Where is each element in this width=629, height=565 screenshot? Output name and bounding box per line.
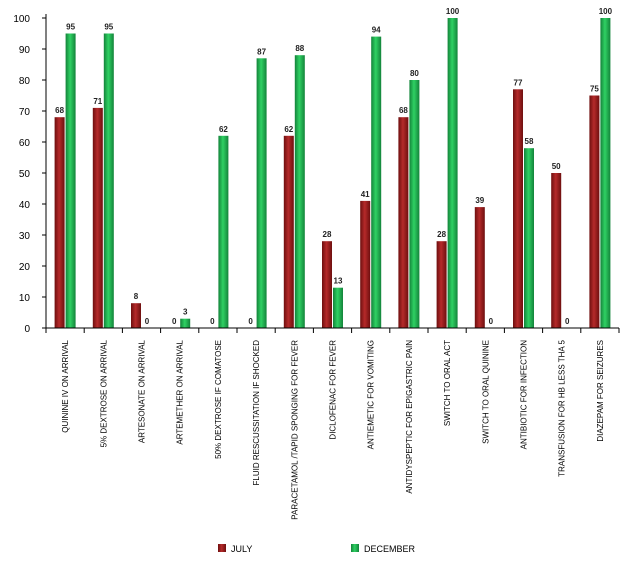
bar-july: [283, 135, 294, 328]
data-label-july: 8: [134, 292, 139, 301]
bar-july: [436, 241, 447, 328]
bar-july: [589, 95, 600, 328]
legend-label-december: DECEMBER: [364, 544, 416, 554]
category-label: QUININE IV ON ARRIVAL: [61, 339, 70, 432]
bar-july: [551, 173, 562, 328]
bar-july: [131, 303, 141, 328]
data-label-december: 0: [489, 317, 494, 326]
data-label-december: 0: [565, 317, 570, 326]
category-label: FLUID RESCUSSITATION IF SHOCKED: [252, 340, 261, 486]
bar-july: [92, 107, 103, 329]
bar-december: [256, 58, 267, 329]
data-label-december: 100: [599, 7, 613, 16]
category-label: SWITCH TO ORAL QUININE: [481, 340, 490, 444]
data-label-december: 62: [219, 125, 228, 134]
data-label-december: 3: [183, 308, 188, 317]
bar-july: [322, 241, 332, 328]
bar-december: [447, 18, 458, 328]
category-label: PARACETAMOL /TAPID SPONGING FOR FEVER: [290, 340, 299, 520]
y-tick-label: 10: [19, 293, 31, 304]
y-tick-label: 70: [19, 107, 31, 118]
data-label-july: 28: [323, 230, 332, 239]
data-label-december: 100: [446, 7, 460, 16]
legend-swatch-december: [351, 544, 359, 552]
legend-label-july: JULY: [231, 544, 252, 554]
data-label-december: 87: [257, 47, 266, 56]
data-label-december: 58: [525, 137, 534, 146]
y-tick-label: 90: [19, 45, 31, 56]
bar-july: [54, 117, 65, 328]
data-label-july: 68: [399, 106, 408, 115]
bar-december: [371, 36, 382, 328]
data-label-july: 0: [172, 317, 177, 326]
data-label-july: 39: [475, 196, 484, 205]
y-tick-label: 40: [19, 200, 31, 211]
data-label-july: 77: [514, 78, 523, 87]
data-label-july: 62: [284, 125, 293, 134]
category-label: TRANSFUSION FOR HB LESS THA 5: [558, 339, 567, 476]
bar-december: [409, 80, 420, 328]
y-tick-label: 20: [19, 262, 31, 273]
category-label: DIAZEPAM FOR SEIZURES: [596, 340, 605, 442]
category-label: ANTIEMETIC FOR VOMITING: [367, 340, 376, 449]
legend: JULY DECEMBER: [218, 544, 416, 554]
data-label-december: 80: [410, 69, 419, 78]
data-label-july: 0: [210, 317, 215, 326]
bar-december: [600, 18, 611, 328]
bar-december: [524, 148, 534, 328]
bar-july: [513, 89, 523, 328]
y-axis-ticks: 0 10 20 30 40 50 60 70 80 90 100: [13, 14, 46, 335]
data-label-july: 28: [437, 230, 446, 239]
legend-swatch-july: [218, 544, 226, 552]
y-tick-label: 50: [19, 169, 31, 180]
data-label-december: 94: [372, 26, 381, 35]
category-label: ANTIDYSPEPTIC FOR EPIGASTRIC PAIN: [405, 340, 414, 494]
data-label-december: 88: [295, 44, 304, 53]
data-label-december: 95: [104, 23, 113, 32]
category-labels: QUININE IV ON ARRIVAL 5% DEXTROSE ON ARRI…: [61, 339, 605, 519]
category-label: ARTEMETHER ON ARRIVAL: [176, 339, 185, 444]
category-label: ANTIBIOTIC FOR INFECTION: [520, 340, 529, 450]
y-tick-label: 60: [19, 138, 31, 149]
bar-july: [360, 200, 371, 328]
category-label: SWITCH TO ORAL ACT: [443, 340, 452, 426]
y-tick-label: 30: [19, 231, 31, 242]
bar-december: [294, 55, 305, 328]
bar-july: [398, 117, 409, 328]
data-label-july: 41: [361, 190, 370, 199]
bar-december: [333, 287, 343, 328]
y-tick-label: 100: [13, 14, 30, 25]
data-label-july: 71: [93, 97, 102, 106]
bar-december: [218, 135, 229, 328]
data-label-july: 0: [248, 317, 253, 326]
bar-december: [65, 33, 76, 328]
data-label-july: 75: [590, 85, 599, 94]
y-tick-label: 0: [24, 324, 30, 335]
category-label: ARTESONATE ON ARRIVAL: [138, 339, 147, 443]
bar-july: [474, 207, 485, 328]
axes-layer: [45, 14, 620, 333]
data-label-july: 50: [552, 162, 561, 171]
data-label-july: 68: [55, 106, 64, 115]
bars-layer: [54, 18, 611, 329]
data-label-december: 0: [145, 317, 150, 326]
category-label: 5% DEXTROSE ON ARRIVAL: [99, 339, 108, 447]
category-label: 50% DEXTROSE IF COMATOSE: [214, 340, 223, 459]
data-label-december: 13: [334, 277, 343, 286]
bar-december: [103, 33, 114, 328]
data-label-december: 95: [66, 23, 75, 32]
bar-december: [180, 318, 191, 328]
y-tick-label: 80: [19, 76, 31, 87]
category-label: DICLOFENAC FOR FEVER: [329, 340, 338, 440]
